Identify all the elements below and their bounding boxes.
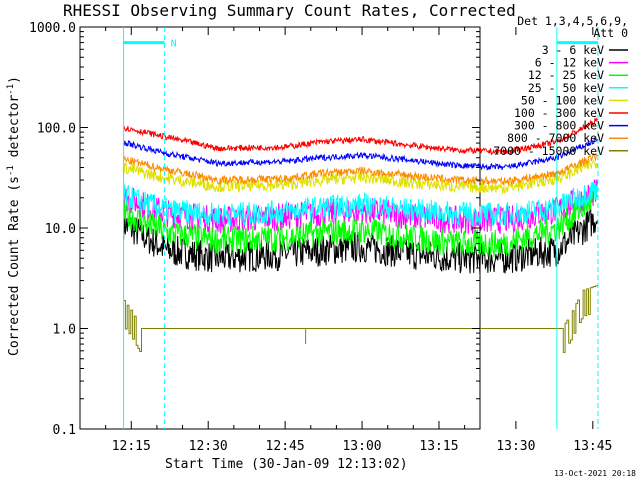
series-line-800-7000-kev — [123, 152, 598, 186]
generation-timestamp: 13-Oct-2021 20:18 — [554, 469, 636, 478]
legend-label: 100 - 300 keV — [514, 106, 604, 120]
legend-label: 3 - 6 keV — [542, 43, 604, 57]
x-tick-label: 13:15 — [419, 439, 458, 454]
series-line-3-6-kev — [123, 207, 598, 274]
series-line-12-25-kev — [123, 185, 598, 258]
legend-label: 7000 - 15000 keV — [493, 144, 604, 158]
x-tick-label: 13:00 — [342, 439, 381, 454]
y-tick-label: 100.0 — [37, 122, 76, 137]
x-tick-label: 12:15 — [112, 439, 151, 454]
y-tick-label: 0.1 — [53, 423, 76, 438]
legend-label: 25 - 50 keV — [528, 81, 604, 95]
legend-label: 50 - 100 keV — [521, 93, 604, 107]
y-tick-label: 10.0 — [45, 222, 76, 237]
x-tick-label: 13:45 — [573, 439, 612, 454]
x-tick-label: 12:45 — [266, 439, 305, 454]
x-tick-label: 13:30 — [496, 439, 535, 454]
y-axis-title: Corrected Count Rate (s-1 detector-1) — [6, 76, 22, 356]
x-axis-title: Start Time (30-Jan-09 12:13:02) — [165, 457, 408, 472]
legend-label: 6 - 12 keV — [535, 56, 604, 70]
axis-ticks: 1000.0 100.0 10.0 1.0 0.1 12:15 12:30 12:45 13:0… — [29, 21, 612, 454]
legend-label: 800 - 7000 keV — [507, 131, 604, 145]
series-layer — [123, 117, 598, 353]
series-line-25-50-kev — [123, 179, 598, 227]
legend-label: 300 - 800 keV — [514, 119, 604, 133]
legend-header-attenuator: Att 0 — [593, 26, 628, 40]
x-tick-label: 12:30 — [189, 439, 228, 454]
chart-title: RHESSI Observing Summary Count Rates, Co… — [63, 1, 516, 20]
series-line-100-300-kev — [123, 117, 598, 156]
legend-label: 12 - 25 keV — [528, 68, 604, 82]
y-tick-label: 1000.0 — [29, 21, 76, 36]
night-markers: N — [123, 27, 599, 429]
y-tick-label: 1.0 — [53, 323, 76, 338]
series-line-7000-15000-kev — [123, 285, 598, 353]
night-label: N — [171, 39, 177, 50]
series-line-300-800-kev — [123, 136, 598, 171]
legend-header-detectors: Det 1,3,4,5,6,9, — [517, 14, 628, 28]
